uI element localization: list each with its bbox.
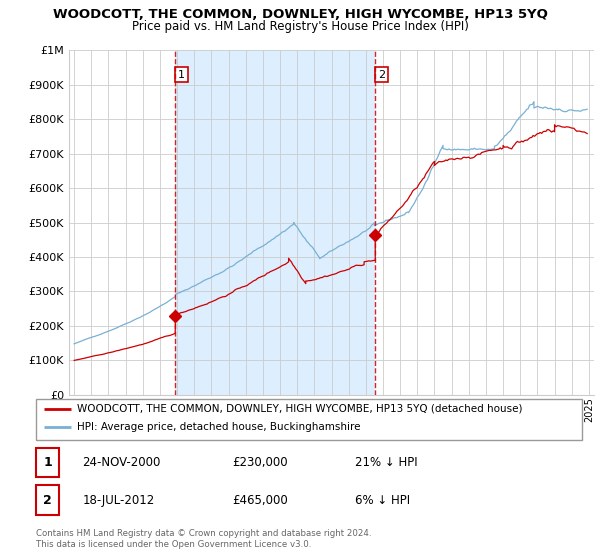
Text: 2: 2 <box>43 493 52 507</box>
Text: 1: 1 <box>178 69 185 80</box>
Bar <box>36 447 59 477</box>
Bar <box>175 50 375 395</box>
Text: 18-JUL-2012: 18-JUL-2012 <box>82 493 155 507</box>
FancyBboxPatch shape <box>36 399 582 440</box>
Text: WOODCOTT, THE COMMON, DOWNLEY, HIGH WYCOMBE, HP13 5YQ (detached house): WOODCOTT, THE COMMON, DOWNLEY, HIGH WYCO… <box>77 404 523 414</box>
Bar <box>36 485 59 515</box>
Text: 6% ↓ HPI: 6% ↓ HPI <box>355 493 410 507</box>
Text: WOODCOTT, THE COMMON, DOWNLEY, HIGH WYCOMBE, HP13 5YQ: WOODCOTT, THE COMMON, DOWNLEY, HIGH WYCO… <box>53 8 547 21</box>
Text: £465,000: £465,000 <box>233 493 289 507</box>
Text: HPI: Average price, detached house, Buckinghamshire: HPI: Average price, detached house, Buck… <box>77 422 361 432</box>
Text: 2: 2 <box>377 69 385 80</box>
Text: £230,000: £230,000 <box>233 456 288 469</box>
Text: 24-NOV-2000: 24-NOV-2000 <box>82 456 161 469</box>
Text: Contains HM Land Registry data © Crown copyright and database right 2024.
This d: Contains HM Land Registry data © Crown c… <box>36 529 371 549</box>
Text: Price paid vs. HM Land Registry's House Price Index (HPI): Price paid vs. HM Land Registry's House … <box>131 20 469 33</box>
Text: 1: 1 <box>43 456 52 469</box>
Text: 21% ↓ HPI: 21% ↓ HPI <box>355 456 418 469</box>
